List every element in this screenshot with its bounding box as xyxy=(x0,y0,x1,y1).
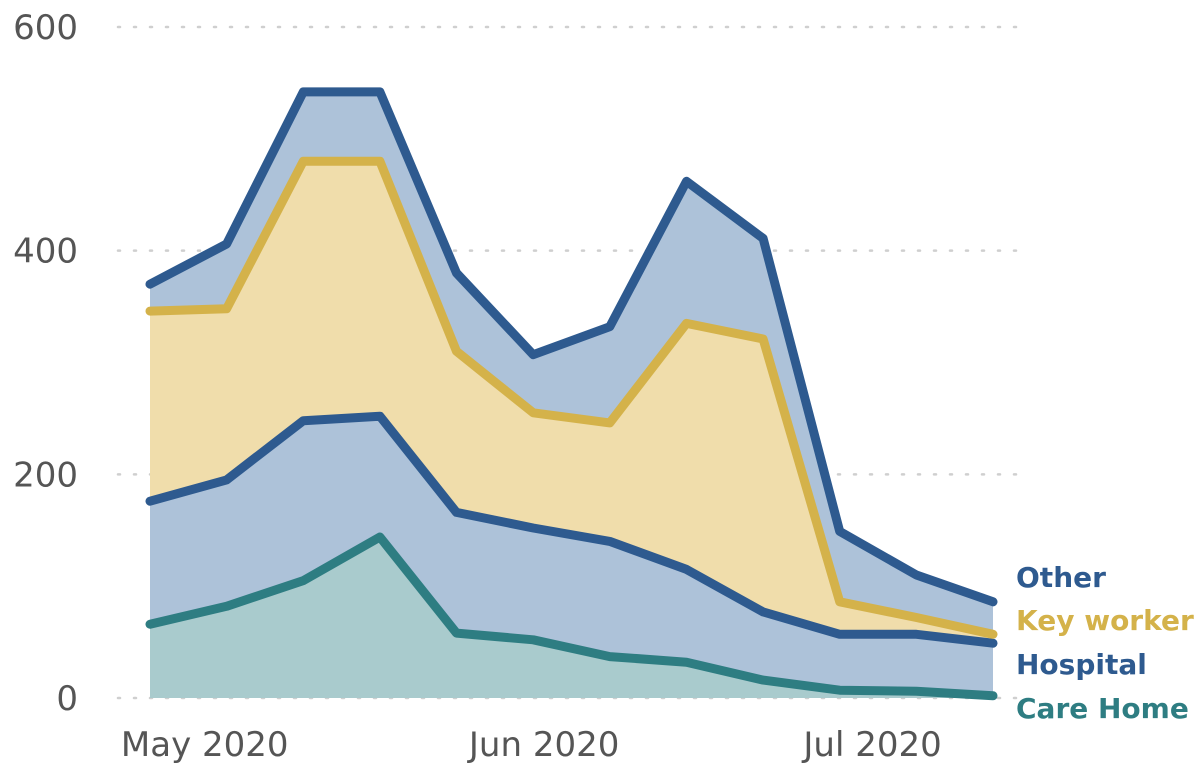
x-axis: May 2020 Jun 2020 Jul 2020 xyxy=(121,725,942,765)
area-layers xyxy=(150,91,993,698)
line-care-home xyxy=(145,532,998,701)
line-other xyxy=(145,87,998,607)
legend-item-other[interactable]: Other xyxy=(1016,561,1106,594)
line-key-worker xyxy=(145,156,998,639)
y-tick-label: 0 xyxy=(56,679,78,719)
x-tick-label: May 2020 xyxy=(121,725,289,765)
area-key-worker xyxy=(150,161,993,644)
legend-item-care-home[interactable]: Care Home xyxy=(1016,692,1189,725)
y-tick-label: 200 xyxy=(13,455,78,495)
y-tick-label: 400 xyxy=(13,232,78,272)
area-other xyxy=(150,91,993,635)
area-hospital xyxy=(150,416,993,696)
legend-item-hospital[interactable]: Hospital xyxy=(1016,648,1147,681)
series-lines xyxy=(145,87,998,701)
area-care-home xyxy=(150,537,993,698)
x-tick-label: Jul 2020 xyxy=(801,725,941,765)
line-hospital xyxy=(145,411,998,648)
y-tick-label: 600 xyxy=(13,8,78,48)
legend[interactable]: Other Key worker Hospital Care Home xyxy=(1016,561,1194,725)
x-tick-label: Jun 2020 xyxy=(467,725,619,765)
legend-item-key-worker[interactable]: Key worker xyxy=(1016,604,1194,637)
y-axis: 0 200 400 600 xyxy=(13,8,78,719)
